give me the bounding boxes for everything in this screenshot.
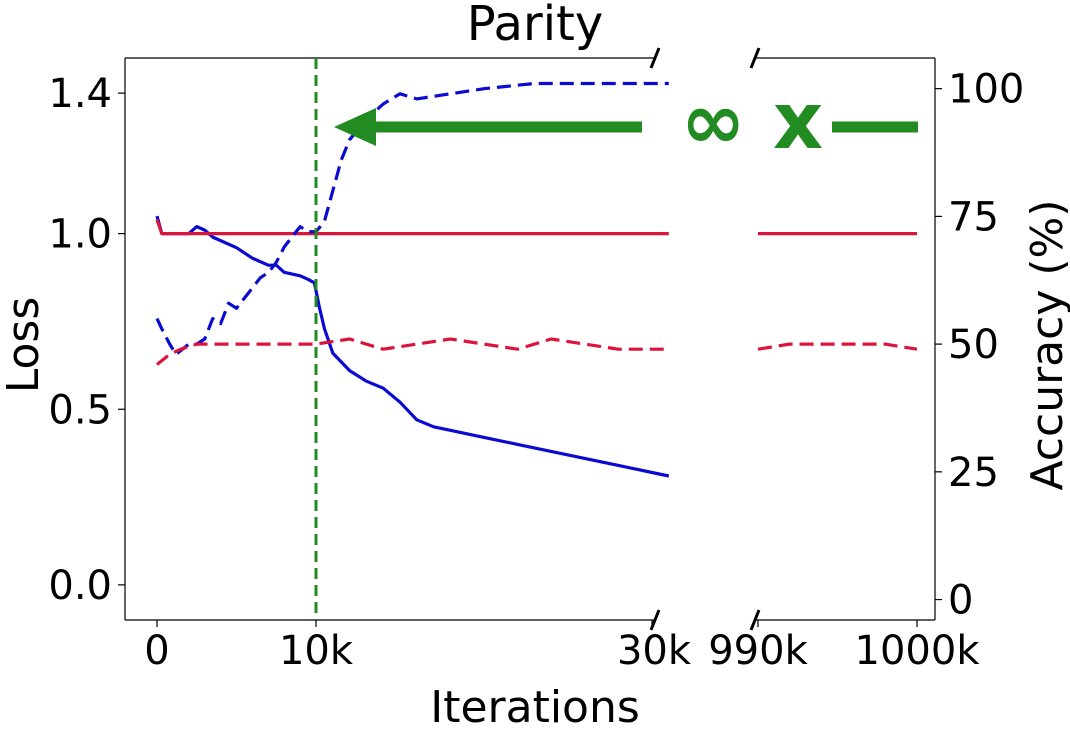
annotation: ∞ x — [334, 77, 918, 167]
right-y-axis-title: Accuracy (%) — [1022, 199, 1070, 490]
axis-break-mark — [749, 609, 761, 631]
right-y-tick-label: 100 — [948, 67, 1024, 113]
right-y-tick-label: 75 — [948, 194, 999, 240]
axes — [124, 47, 936, 631]
x-tick-label: 1000k — [855, 628, 981, 674]
right-y-tick-label: 25 — [948, 450, 999, 496]
series-line — [155, 219, 669, 236]
left-y-tick-label: 1.0 — [48, 212, 112, 258]
x-axis-title: Iterations — [430, 682, 640, 731]
x-tick-label: 990k — [708, 628, 808, 674]
left-y-tick-label: 0.5 — [48, 387, 112, 433]
x-tick-label: 30k — [617, 628, 692, 674]
series-line — [757, 342, 918, 351]
annotation-arrow-head — [334, 108, 376, 146]
left-y-axis-title: Loss — [0, 297, 49, 394]
axis-break-mark — [649, 47, 661, 69]
left-y-tick-label: 0.0 — [48, 563, 112, 609]
series-group — [155, 81, 918, 478]
chart-title: Parity — [467, 0, 604, 52]
right-y-tick-label: 0 — [948, 578, 973, 624]
series-line — [156, 337, 669, 366]
x-tick-label: 10k — [279, 628, 354, 674]
right-y-tick-label: 50 — [948, 322, 999, 368]
ticks: 0.0 0.5 1.0 1.4 0 25 50 75 100 0 10k 30k 990k 1000k — [48, 67, 1024, 674]
left-y-tick-label: 1.4 — [48, 71, 112, 117]
axis-break-mark — [749, 47, 761, 69]
x-tick-label: 0 — [144, 628, 169, 674]
annotation-label: ∞ x — [681, 77, 823, 167]
series-line — [155, 215, 670, 478]
